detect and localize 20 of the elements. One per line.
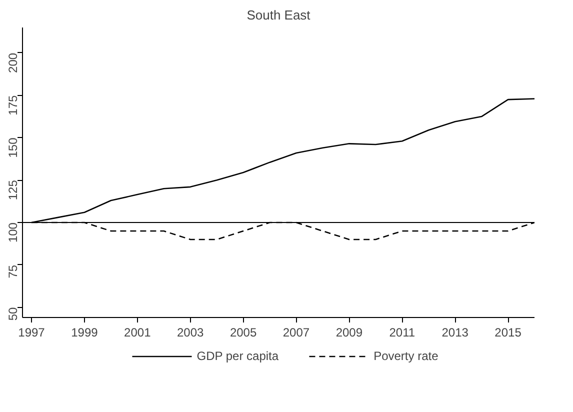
- y-tick-label: 50: [6, 307, 20, 321]
- x-tick-label: 2015: [494, 326, 522, 340]
- x-tick-label: 2007: [282, 326, 310, 340]
- x-tick-label: 1997: [18, 326, 46, 340]
- legend-label: GDP per capita: [196, 349, 279, 363]
- y-tick-label: 200: [6, 52, 20, 73]
- x-tick-label: 2013: [442, 326, 469, 340]
- x-tick-label: 2001: [124, 326, 152, 340]
- legend-label: Poverty rate: [374, 349, 438, 363]
- x-tick-label: 2005: [230, 326, 257, 340]
- y-tick-label: 75: [6, 264, 20, 278]
- chart-title: South East: [246, 8, 311, 22]
- x-tick-label: 2011: [389, 326, 416, 340]
- y-tick-label: 175: [6, 95, 20, 116]
- x-tick-label: 2009: [336, 326, 363, 340]
- x-tick-label: 2003: [176, 326, 204, 340]
- y-tick-label: 150: [6, 137, 20, 158]
- x-tick-label: 1999: [71, 326, 98, 340]
- y-tick-label: 100: [6, 222, 20, 243]
- y-tick-label: 125: [6, 180, 20, 200]
